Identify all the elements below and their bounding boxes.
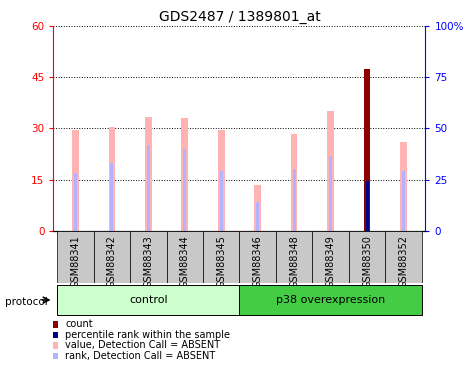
Bar [218, 130, 225, 231]
Text: percentile rank within the sample: percentile rank within the sample [65, 330, 230, 340]
Text: count: count [65, 320, 93, 329]
Bar [57, 285, 239, 315]
Bar [220, 171, 223, 231]
Text: GSM88341: GSM88341 [70, 235, 80, 288]
Bar [327, 111, 334, 231]
Bar [147, 146, 150, 231]
Text: GSM88344: GSM88344 [180, 235, 190, 288]
Bar [385, 231, 422, 283]
Text: control: control [129, 295, 167, 305]
Bar [365, 180, 369, 231]
Bar [276, 231, 312, 283]
Bar [400, 142, 407, 231]
Title: GDS2487 / 1389801_at: GDS2487 / 1389801_at [159, 10, 320, 24]
Bar [364, 69, 371, 231]
Bar [74, 173, 77, 231]
Bar [329, 156, 332, 231]
Bar [130, 231, 166, 283]
Text: GSM88352: GSM88352 [399, 235, 409, 288]
Bar [203, 231, 239, 283]
Bar [110, 162, 113, 231]
Bar [166, 231, 203, 283]
Text: GSM88350: GSM88350 [362, 235, 372, 288]
Text: GSM88346: GSM88346 [252, 235, 263, 288]
Bar [239, 285, 422, 315]
Bar [93, 231, 130, 283]
Text: protocol: protocol [5, 297, 47, 307]
Bar [239, 231, 276, 283]
Bar [108, 127, 115, 231]
Text: GSM88348: GSM88348 [289, 235, 299, 288]
Bar [183, 149, 186, 231]
Text: value, Detection Call = ABSENT: value, Detection Call = ABSENT [65, 340, 220, 350]
Bar [57, 231, 93, 283]
Bar [145, 117, 152, 231]
Text: GSM88343: GSM88343 [143, 235, 153, 288]
Bar [256, 202, 259, 231]
Bar [349, 231, 385, 283]
Text: GSM88345: GSM88345 [216, 235, 226, 288]
Bar [312, 231, 349, 283]
Text: GSM88349: GSM88349 [326, 235, 336, 288]
Bar [254, 184, 261, 231]
Bar [291, 134, 298, 231]
Text: rank, Detection Call = ABSENT: rank, Detection Call = ABSENT [65, 351, 215, 361]
Text: GSM88342: GSM88342 [107, 235, 117, 288]
Text: p38 overexpression: p38 overexpression [276, 295, 385, 305]
Bar [181, 118, 188, 231]
Bar [72, 130, 79, 231]
Bar [402, 171, 405, 231]
Bar [293, 170, 296, 231]
